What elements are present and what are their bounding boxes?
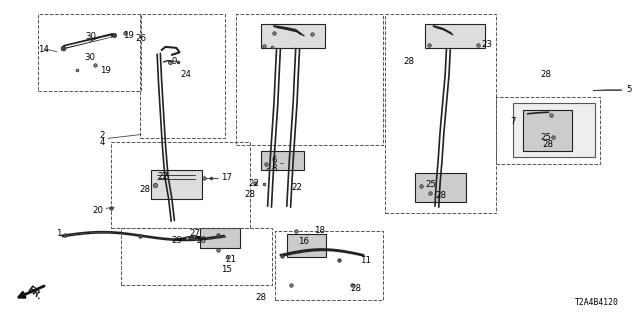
Text: FR.: FR. (25, 284, 44, 302)
Text: T2A4B4120: T2A4B4120 (575, 298, 619, 307)
Text: 21: 21 (225, 255, 237, 264)
Text: 5: 5 (627, 85, 632, 94)
Polygon shape (200, 228, 240, 248)
Text: 28: 28 (540, 70, 551, 79)
Polygon shape (261, 151, 304, 170)
Text: 22: 22 (157, 172, 168, 181)
Text: 28: 28 (140, 185, 151, 194)
Text: 20: 20 (92, 206, 103, 215)
Text: 28: 28 (435, 191, 446, 200)
Text: 26: 26 (135, 34, 147, 43)
Text: 25: 25 (540, 132, 551, 141)
Polygon shape (287, 234, 326, 257)
Text: 24: 24 (180, 70, 192, 79)
Text: 30: 30 (86, 32, 97, 41)
Text: 17: 17 (221, 173, 232, 182)
Text: 30: 30 (84, 53, 95, 62)
Text: 19: 19 (124, 31, 134, 40)
Text: 2: 2 (99, 131, 105, 140)
Text: 28: 28 (255, 293, 266, 302)
Polygon shape (523, 110, 572, 151)
Text: 4: 4 (99, 138, 105, 147)
Polygon shape (415, 173, 466, 202)
Text: 22: 22 (291, 183, 302, 192)
Text: 25: 25 (426, 180, 436, 189)
Text: 11: 11 (360, 256, 371, 265)
Text: 28: 28 (403, 57, 414, 66)
Text: 8: 8 (271, 164, 276, 173)
Text: 27: 27 (189, 229, 200, 238)
Polygon shape (151, 170, 202, 199)
Text: 29: 29 (172, 236, 182, 245)
Text: 16: 16 (298, 237, 309, 246)
Text: 7: 7 (510, 116, 516, 126)
Text: 6: 6 (271, 156, 276, 165)
Text: 23: 23 (481, 40, 492, 49)
Text: 10: 10 (195, 236, 207, 245)
Text: 1: 1 (56, 229, 61, 238)
Polygon shape (513, 103, 595, 157)
Text: 19: 19 (100, 66, 111, 75)
Text: 15: 15 (221, 265, 232, 275)
Text: 28: 28 (244, 190, 255, 199)
Polygon shape (261, 24, 325, 48)
Text: 9: 9 (172, 57, 177, 66)
Text: 22: 22 (248, 180, 259, 188)
Text: 18: 18 (314, 226, 324, 235)
Polygon shape (426, 24, 484, 48)
Text: 14: 14 (38, 44, 49, 54)
Text: 28: 28 (542, 140, 553, 149)
Text: 28: 28 (351, 284, 362, 292)
